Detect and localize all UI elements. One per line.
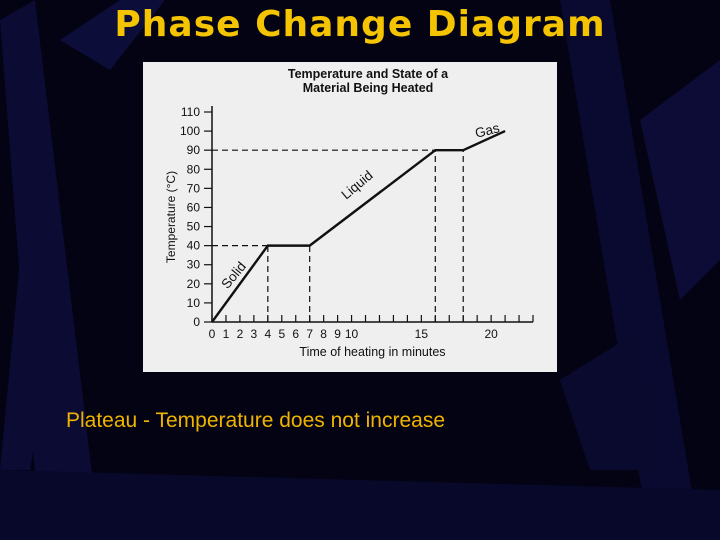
x-tick-label: 4 [264, 327, 271, 341]
chart-panel: Temperature and State of a Material Being… [143, 62, 557, 372]
y-tick-label: 20 [187, 277, 201, 291]
y-tick-label: 10 [187, 296, 201, 310]
phase-label-solid: Solid [218, 259, 249, 292]
x-tick-label: 7 [306, 327, 313, 341]
y-tick-label: 60 [187, 200, 201, 214]
chart-title-line: Material Being Heated [303, 81, 434, 95]
y-tick-label: 90 [187, 143, 201, 157]
x-tick-label: 10 [345, 327, 359, 341]
x-tick-label: 0 [209, 327, 216, 341]
y-tick-label: 40 [187, 239, 201, 253]
x-tick-label: 20 [484, 327, 498, 341]
x-tick-label: 8 [320, 327, 327, 341]
x-tick-label: 3 [251, 327, 258, 341]
x-tick-label: 9 [334, 327, 341, 341]
y-tick-label: 100 [180, 124, 200, 138]
phase-label-liquid: Liquid [338, 168, 375, 203]
heating-curve-line [211, 129, 506, 323]
phase-label-gas: Gas [473, 120, 501, 141]
y-tick-label: 0 [193, 315, 200, 329]
y-axis-label: Temperature (°C) [164, 171, 178, 263]
y-tick-label: 70 [187, 181, 201, 195]
slide-title: Phase Change Diagram [114, 4, 606, 45]
x-tick-label: 2 [237, 327, 244, 341]
y-tick-label: 80 [187, 162, 201, 176]
y-tick-label: 110 [181, 105, 200, 119]
y-tick-label: 50 [187, 220, 201, 234]
x-tick-label: 15 [415, 327, 429, 341]
slide-caption: Plateau - Temperature does not increase [66, 409, 446, 432]
x-axis-label: Time of heating in minutes [299, 345, 445, 359]
x-tick-label: 1 [223, 327, 230, 341]
x-tick-label: 6 [292, 327, 299, 341]
y-tick-label: 30 [187, 258, 201, 272]
chart-title-line: Temperature and State of a [288, 67, 449, 81]
x-tick-label: 5 [278, 327, 285, 341]
